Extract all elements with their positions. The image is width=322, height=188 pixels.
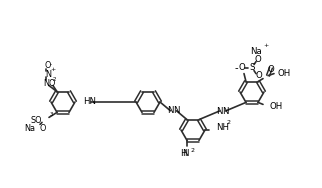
Text: 2: 2 (53, 77, 56, 82)
Text: SO: SO (31, 116, 42, 125)
Text: N: N (222, 106, 229, 115)
Text: +: + (263, 43, 268, 48)
Text: O: O (239, 63, 245, 72)
Text: 2: 2 (227, 120, 231, 125)
Text: O: O (256, 71, 262, 80)
Text: S: S (249, 63, 255, 72)
Text: 2: 2 (191, 148, 195, 153)
Text: N: N (173, 106, 180, 115)
Text: N: N (216, 106, 223, 115)
Text: O: O (45, 61, 52, 70)
Text: Na: Na (250, 47, 262, 56)
Text: NH: NH (216, 124, 229, 133)
Text: N: N (167, 106, 174, 115)
Text: N: N (182, 149, 188, 158)
Text: O: O (40, 124, 46, 133)
Text: H: H (181, 149, 187, 158)
Text: O: O (268, 65, 274, 74)
Text: Na: Na (24, 124, 35, 133)
Text: -: - (234, 63, 238, 73)
Text: N: N (45, 70, 51, 79)
Text: NO: NO (43, 79, 55, 88)
Text: O: O (255, 55, 261, 64)
Text: 3: 3 (50, 112, 53, 117)
Text: +: + (50, 67, 55, 72)
Text: OH: OH (278, 69, 291, 78)
Text: OH: OH (270, 102, 283, 111)
Text: -: - (50, 63, 52, 68)
Text: HN: HN (83, 98, 96, 106)
